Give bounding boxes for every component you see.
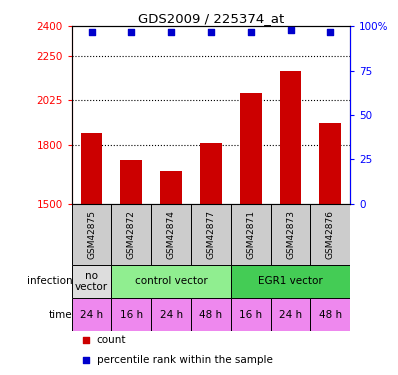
Bar: [319, 123, 341, 204]
Bar: [231, 265, 350, 298]
Text: 16 h: 16 h: [120, 310, 143, 320]
Text: 48 h: 48 h: [319, 310, 342, 320]
Text: time: time: [49, 310, 72, 320]
Text: percentile rank within the sample: percentile rank within the sample: [97, 355, 273, 365]
Text: GSM42876: GSM42876: [326, 210, 335, 259]
Bar: [72, 204, 111, 265]
Bar: [151, 298, 191, 332]
Point: [168, 28, 174, 34]
Bar: [240, 93, 261, 204]
Bar: [151, 204, 191, 265]
Bar: [111, 265, 231, 298]
Point: [82, 338, 89, 344]
Point: [88, 28, 95, 34]
Bar: [191, 204, 231, 265]
Bar: [160, 171, 182, 204]
Bar: [200, 142, 222, 204]
Bar: [271, 204, 310, 265]
Text: 24 h: 24 h: [279, 310, 302, 320]
Text: count: count: [97, 336, 126, 345]
Bar: [120, 160, 142, 204]
Point: [248, 28, 254, 34]
Bar: [111, 298, 151, 332]
Text: 24 h: 24 h: [160, 310, 183, 320]
Bar: [231, 298, 271, 332]
Bar: [72, 265, 111, 298]
Point: [327, 28, 334, 34]
Text: GSM42871: GSM42871: [246, 210, 255, 259]
Bar: [111, 204, 151, 265]
Bar: [191, 298, 231, 332]
Bar: [80, 133, 103, 204]
Text: GSM42875: GSM42875: [87, 210, 96, 259]
Text: GSM42872: GSM42872: [127, 210, 136, 259]
Bar: [231, 204, 271, 265]
Text: infection: infection: [27, 276, 72, 286]
Bar: [310, 204, 350, 265]
Text: 48 h: 48 h: [199, 310, 222, 320]
Bar: [310, 298, 350, 332]
Title: GDS2009 / 225374_at: GDS2009 / 225374_at: [138, 12, 284, 25]
Text: EGR1 vector: EGR1 vector: [258, 276, 323, 286]
Bar: [72, 298, 111, 332]
Point: [82, 357, 89, 363]
Point: [287, 27, 294, 33]
Text: GSM42874: GSM42874: [167, 210, 176, 259]
Text: no
vector: no vector: [75, 271, 108, 292]
Text: GSM42877: GSM42877: [207, 210, 215, 259]
Bar: [271, 298, 310, 332]
Text: 16 h: 16 h: [239, 310, 262, 320]
Bar: [279, 70, 301, 204]
Point: [208, 28, 214, 34]
Text: 24 h: 24 h: [80, 310, 103, 320]
Point: [128, 28, 135, 34]
Text: GSM42873: GSM42873: [286, 210, 295, 259]
Text: control vector: control vector: [135, 276, 207, 286]
